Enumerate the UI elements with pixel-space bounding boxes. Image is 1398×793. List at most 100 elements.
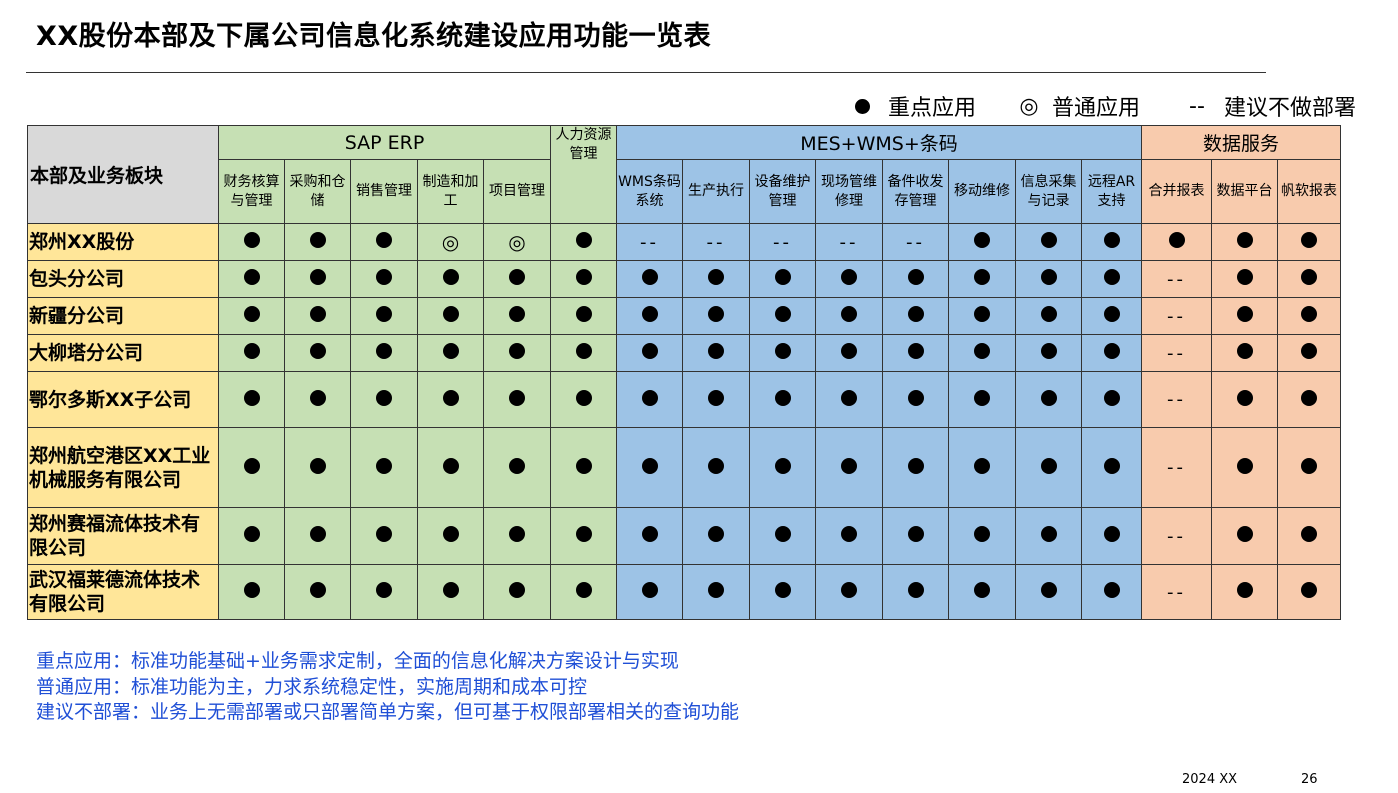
status-cell bbox=[218, 297, 285, 335]
filled-dot-icon bbox=[309, 343, 326, 359]
status-cell: ◎ bbox=[483, 223, 551, 261]
filled-dot-icon bbox=[243, 232, 260, 248]
filled-dot-icon bbox=[1103, 582, 1120, 598]
status-cell bbox=[1081, 564, 1142, 620]
function-matrix-table: 本部及业务板块 SAP ERP 人力资源管理 MES+WMS+条码 数据服务 财… bbox=[27, 125, 1341, 620]
filled-dot-icon bbox=[641, 269, 658, 285]
filled-dot-icon bbox=[907, 582, 924, 598]
filled-dot-icon bbox=[309, 269, 326, 285]
filled-dot-icon bbox=[1236, 232, 1253, 248]
status-cell bbox=[1015, 371, 1082, 428]
table-corner-header: 本部及业务板块 bbox=[27, 125, 219, 224]
column-header-mes-0: WMS条码系统 bbox=[616, 159, 683, 224]
filled-dot-icon bbox=[243, 306, 260, 322]
dash-icon: -- bbox=[1167, 389, 1186, 410]
row-header: 鄂尔多斯XX子公司 bbox=[27, 371, 219, 428]
filled-dot-icon bbox=[575, 269, 592, 285]
filled-dot-icon bbox=[1236, 343, 1253, 359]
filled-dot-icon bbox=[1301, 343, 1317, 359]
status-cell bbox=[948, 334, 1016, 372]
filled-dot-icon bbox=[641, 582, 658, 598]
status-cell bbox=[882, 564, 949, 620]
table-row: 郑州航空港区XX工业机械服务有限公司 -- bbox=[27, 427, 1341, 508]
status-cell bbox=[882, 427, 949, 508]
filled-dot-icon bbox=[854, 98, 870, 114]
filled-dot-icon bbox=[442, 389, 459, 406]
table-row: 大柳塔分公司 -- bbox=[27, 334, 1341, 372]
filled-dot-icon bbox=[376, 269, 392, 285]
status-cell bbox=[284, 260, 351, 298]
status-cell bbox=[882, 260, 949, 298]
status-cell bbox=[350, 334, 418, 372]
status-cell bbox=[417, 564, 484, 620]
filled-dot-icon bbox=[575, 526, 592, 542]
status-cell bbox=[948, 260, 1016, 298]
filled-dot-icon bbox=[1301, 582, 1317, 598]
filled-dot-icon bbox=[442, 343, 459, 359]
group-header-data: 数据服务 bbox=[1141, 125, 1341, 160]
status-cell bbox=[682, 564, 750, 620]
status-cell bbox=[550, 371, 617, 428]
column-header-mes-5: 移动维修 bbox=[948, 159, 1016, 224]
column-header-mes-6: 信息采集与记录 bbox=[1015, 159, 1082, 224]
column-header-hr: 人力资源管理 bbox=[550, 125, 617, 224]
filled-dot-icon bbox=[376, 343, 392, 359]
status-cell bbox=[550, 260, 617, 298]
filled-dot-icon bbox=[907, 306, 924, 322]
status-cell bbox=[749, 297, 816, 335]
status-cell bbox=[815, 260, 883, 298]
status-cell bbox=[749, 260, 816, 298]
status-cell bbox=[550, 564, 617, 620]
status-cell bbox=[948, 507, 1016, 565]
status-cell bbox=[284, 427, 351, 508]
status-cell bbox=[483, 297, 551, 335]
status-cell bbox=[882, 297, 949, 335]
status-cell bbox=[550, 507, 617, 565]
status-cell bbox=[682, 260, 750, 298]
filled-dot-icon bbox=[841, 582, 857, 598]
filled-dot-icon bbox=[376, 232, 392, 248]
status-cell bbox=[1211, 371, 1278, 428]
filled-dot-icon bbox=[774, 269, 791, 285]
filled-dot-icon bbox=[442, 457, 459, 474]
status-cell bbox=[284, 371, 351, 428]
filled-dot-icon bbox=[974, 526, 990, 542]
status-cell bbox=[1015, 427, 1082, 508]
filled-dot-icon bbox=[641, 306, 658, 322]
status-cell bbox=[749, 564, 816, 620]
status-cell bbox=[550, 297, 617, 335]
dash-icon: -- bbox=[1167, 268, 1186, 290]
status-cell bbox=[1277, 223, 1341, 261]
note-none: 建议不部署：业务上无需部署或只部署简单方案，但可基于权限部署相关的查询功能 bbox=[36, 701, 740, 723]
status-cell bbox=[948, 223, 1016, 261]
status-cell bbox=[1211, 260, 1278, 298]
filled-dot-icon bbox=[1236, 526, 1253, 542]
status-cell bbox=[1015, 507, 1082, 565]
filled-dot-icon bbox=[1301, 232, 1317, 248]
filled-dot-icon bbox=[1040, 389, 1057, 406]
filled-dot-icon bbox=[841, 457, 857, 474]
double-circle-icon: ◎ bbox=[441, 230, 460, 254]
filled-dot-icon bbox=[1040, 269, 1057, 285]
row-header: 大柳塔分公司 bbox=[27, 334, 219, 372]
status-cell bbox=[550, 223, 617, 261]
status-cell: -- bbox=[1141, 507, 1212, 565]
status-cell bbox=[1277, 371, 1341, 428]
table-row: 包头分公司 -- bbox=[27, 260, 1341, 298]
filled-dot-icon bbox=[907, 343, 924, 359]
filled-dot-icon bbox=[1103, 343, 1120, 359]
filled-dot-icon bbox=[774, 343, 791, 359]
status-cell bbox=[616, 427, 683, 508]
status-cell bbox=[483, 564, 551, 620]
legend-key: 重点应用 bbox=[854, 90, 976, 122]
status-cell bbox=[882, 334, 949, 372]
filled-dot-icon bbox=[243, 269, 260, 285]
status-cell bbox=[218, 564, 285, 620]
status-cell bbox=[1211, 223, 1278, 261]
status-cell bbox=[350, 260, 418, 298]
filled-dot-icon bbox=[641, 343, 658, 359]
filled-dot-icon bbox=[974, 269, 990, 285]
filled-dot-icon bbox=[1103, 457, 1120, 474]
status-cell: -- bbox=[749, 223, 816, 261]
status-cell bbox=[1015, 223, 1082, 261]
